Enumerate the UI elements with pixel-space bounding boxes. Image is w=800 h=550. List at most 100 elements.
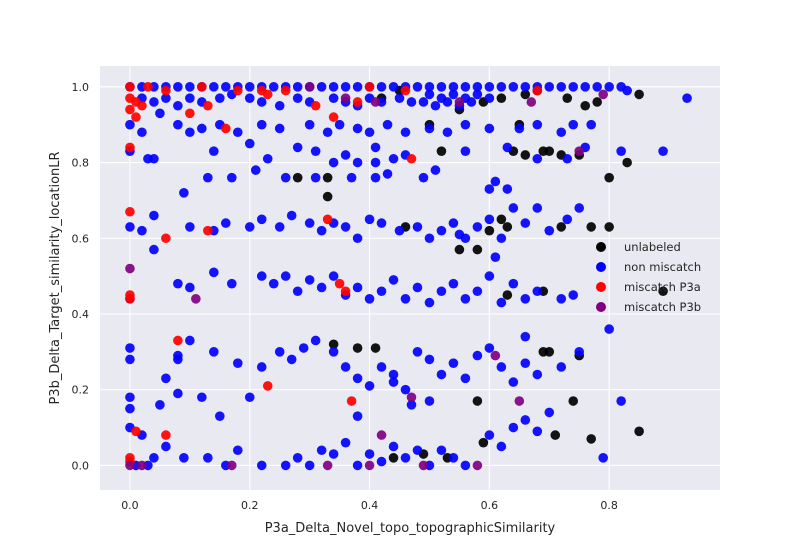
data-point: [203, 225, 213, 236]
data-point: [203, 172, 213, 183]
data-point: [304, 460, 315, 471]
data-point: [298, 343, 309, 353]
data-point: [149, 244, 159, 255]
data-point: [352, 157, 363, 168]
data-point: [568, 82, 579, 92]
data-point: [388, 369, 399, 380]
data-point: [454, 97, 465, 107]
data-point: [592, 82, 602, 92]
data-point: [226, 172, 237, 183]
data-point: [418, 172, 429, 183]
data-point: [634, 89, 644, 100]
data-point: [185, 127, 195, 138]
data-point: [586, 119, 597, 130]
data-point: [658, 146, 668, 156]
data-point: [310, 146, 321, 156]
data-point: [544, 82, 555, 92]
data-point: [185, 82, 195, 92]
data-point: [173, 82, 183, 92]
data-point: [508, 203, 519, 213]
data-point: [173, 119, 183, 130]
x-tick-label: 0.0: [121, 499, 139, 512]
data-point: [220, 218, 231, 228]
data-point: [448, 278, 459, 289]
data-point: [370, 97, 381, 107]
data-point: [520, 150, 531, 160]
data-point: [376, 430, 387, 440]
data-point: [173, 388, 183, 399]
data-point: [406, 400, 417, 410]
data-point: [520, 415, 531, 425]
data-point: [496, 297, 507, 308]
data-point: [490, 252, 501, 262]
x-tick-label: 0.6: [481, 499, 499, 512]
data-point: [400, 294, 411, 304]
data-point: [466, 97, 477, 107]
data-point: [161, 85, 171, 96]
data-point: [256, 460, 267, 471]
data-point: [508, 278, 519, 289]
data-point: [280, 172, 291, 183]
data-point: [364, 460, 375, 471]
data-point: [352, 373, 363, 384]
data-point: [215, 411, 225, 421]
data-point: [256, 119, 267, 130]
data-point: [424, 82, 435, 92]
data-point: [388, 441, 399, 452]
data-point: [310, 335, 321, 346]
data-point: [388, 82, 399, 92]
data-point: [274, 222, 285, 232]
data-point: [562, 153, 573, 164]
data-point: [418, 460, 429, 471]
data-point: [232, 85, 243, 96]
legend-label: unlabeled: [624, 240, 681, 254]
legend-label: miscatch P3b: [624, 300, 701, 314]
data-point: [472, 244, 483, 255]
data-point: [394, 93, 405, 103]
data-point: [262, 89, 273, 100]
data-point: [424, 233, 435, 244]
data-point: [137, 225, 147, 236]
data-point: [448, 453, 459, 463]
data-point: [352, 97, 363, 107]
data-point: [412, 222, 423, 232]
data-point: [454, 229, 465, 240]
data-point: [292, 286, 303, 297]
data-point: [322, 214, 333, 225]
data-point: [424, 89, 435, 100]
data-point: [125, 392, 135, 403]
data-point: [161, 93, 171, 103]
data-point: [352, 82, 363, 92]
data-point: [442, 127, 453, 138]
data-point: [244, 82, 255, 92]
data-point: [340, 437, 351, 448]
data-point: [310, 100, 321, 111]
data-point: [568, 119, 579, 130]
data-point: [232, 127, 243, 138]
data-point: [340, 82, 351, 92]
data-point: [179, 188, 189, 198]
data-point: [268, 82, 279, 92]
data-point: [418, 97, 429, 107]
data-point: [250, 165, 261, 175]
data-point: [155, 400, 165, 410]
legend-marker: [596, 262, 606, 272]
data-point: [161, 441, 171, 452]
data-point: [604, 172, 614, 183]
data-point: [232, 445, 243, 456]
data-point: [376, 82, 387, 92]
data-point: [472, 350, 483, 361]
data-point: [328, 347, 339, 357]
data-point: [197, 123, 207, 134]
data-point: [352, 282, 363, 293]
data-point: [322, 172, 333, 183]
data-point: [496, 362, 507, 372]
data-point: [137, 460, 147, 471]
legend-label: miscatch P3a: [624, 280, 701, 294]
data-point: [328, 93, 339, 103]
data-point: [502, 184, 513, 194]
data-point: [574, 146, 585, 156]
data-point: [256, 271, 267, 281]
data-point: [532, 369, 543, 380]
data-point: [346, 172, 357, 183]
